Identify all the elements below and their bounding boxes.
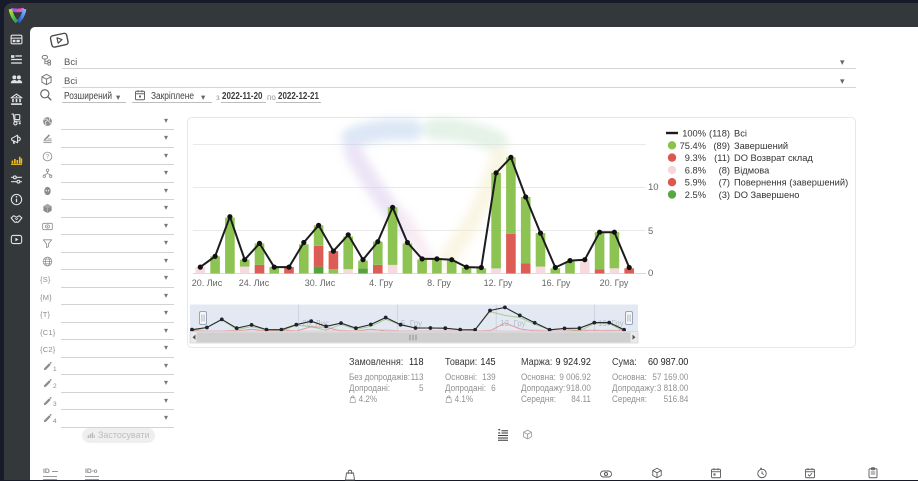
svg-text:DO Завершено: DO Завершено	[734, 190, 799, 200]
svg-text:0: 0	[648, 268, 653, 279]
svg-text:20. Гру: 20. Гру	[600, 278, 629, 288]
svg-text:8. Гру: 8. Гру	[427, 278, 451, 288]
svg-text:4. Гру: 4. Гру	[369, 278, 393, 288]
svg-text:Повернення (завершений): Повернення (завершений)	[734, 178, 848, 188]
svg-text:10: 10	[648, 182, 659, 193]
svg-text:28. Лис: 28. Лис	[302, 319, 329, 328]
svg-text:Завершений: Завершений	[734, 141, 788, 151]
svg-text:5: 5	[648, 226, 653, 237]
svg-text:75.4%: 75.4%	[680, 141, 706, 151]
svg-text:9.3%: 9.3%	[685, 153, 706, 163]
svg-text:2.5%: 2.5%	[685, 190, 706, 200]
svg-text:(7): (7)	[719, 178, 730, 188]
svg-text:6.8%: 6.8%	[685, 165, 706, 175]
svg-text:5. Гру: 5. Гру	[401, 319, 422, 328]
svg-text:24. Лис: 24. Лис	[239, 278, 270, 288]
svg-text:100%: 100%	[682, 129, 706, 139]
svg-text:Відмова: Відмова	[734, 165, 770, 175]
svg-text:5.9%: 5.9%	[685, 178, 706, 188]
svg-text:Всі: Всі	[734, 129, 747, 139]
svg-text:20. Лис: 20. Лис	[192, 278, 223, 288]
svg-text:?: ?	[46, 154, 50, 160]
svg-text:(3): (3)	[719, 190, 730, 200]
svg-text:(118): (118)	[709, 129, 730, 139]
svg-text:30. Лис: 30. Лис	[305, 278, 336, 288]
svg-text:(8): (8)	[719, 165, 730, 175]
svg-text:12. Гру: 12. Гру	[484, 278, 513, 288]
svg-text:(11): (11)	[714, 153, 730, 163]
svg-text:12. Гру: 12. Гру	[500, 319, 526, 328]
svg-text:(89): (89)	[713, 141, 730, 151]
svg-text:DO Возврат склад: DO Возврат склад	[734, 153, 813, 163]
svg-text:16. Гру: 16. Гру	[542, 278, 571, 288]
